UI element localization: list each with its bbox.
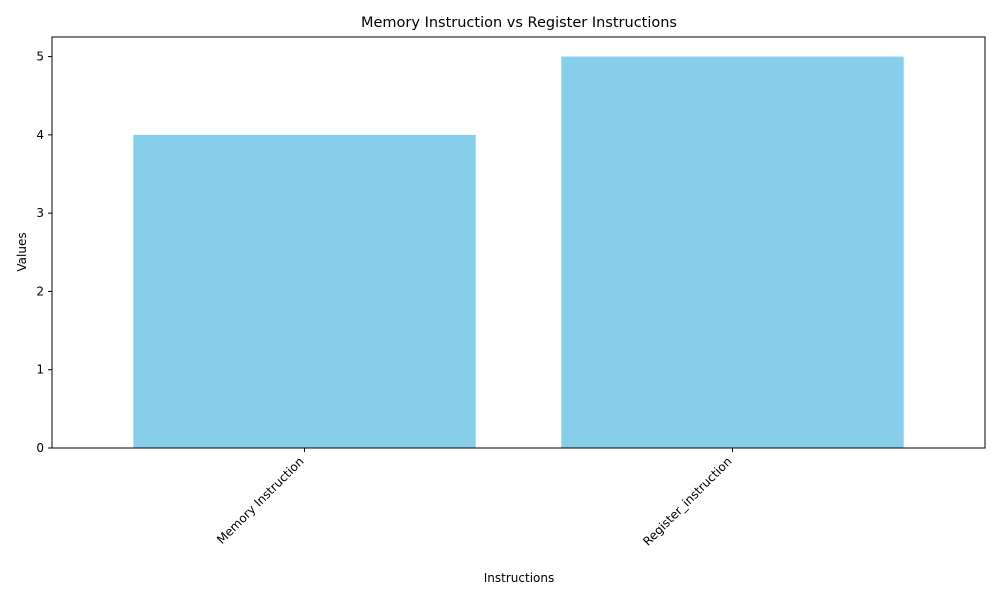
plot-frame [51, 36, 986, 449]
bars-layer [133, 56, 904, 448]
y-axis-ticks: 0 1 2 3 4 5 [36, 50, 52, 455]
y-tick-label-1: 1 [36, 363, 44, 377]
y-tick-label-0: 0 [36, 441, 44, 455]
y-tick-label-5: 5 [36, 50, 44, 64]
y-axis-label: Values [15, 232, 29, 271]
x-tick-label-1: Register_instruction [640, 454, 734, 548]
y-tick-label-4: 4 [36, 128, 44, 142]
chart-title: Memory Instruction vs Register Instructi… [361, 15, 677, 31]
bar-0 [133, 134, 476, 448]
y-tick-label-2: 2 [36, 284, 44, 298]
x-axis-label: Instructions [484, 571, 554, 585]
x-axis-ticks: Memory Instruction Register_instruction [214, 448, 735, 549]
x-tick-label-0: Memory Instruction [214, 454, 307, 547]
bar-1 [561, 56, 904, 448]
y-tick-label-3: 3 [36, 206, 44, 220]
